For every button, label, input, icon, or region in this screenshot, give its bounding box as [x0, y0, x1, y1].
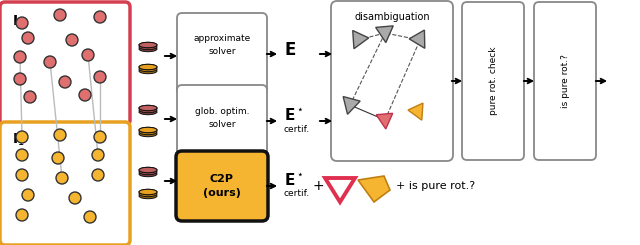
Text: $\mathbf{I}_1$: $\mathbf{I}_1$ — [12, 132, 24, 148]
Ellipse shape — [139, 129, 157, 135]
Circle shape — [24, 91, 36, 103]
Text: approximate
solver: approximate solver — [193, 34, 251, 56]
Ellipse shape — [139, 42, 157, 48]
FancyBboxPatch shape — [0, 2, 130, 125]
Ellipse shape — [139, 171, 157, 177]
Circle shape — [94, 71, 106, 83]
Polygon shape — [376, 113, 393, 129]
Circle shape — [44, 56, 56, 68]
Circle shape — [94, 131, 106, 143]
Text: certif.: certif. — [284, 124, 310, 134]
Ellipse shape — [139, 189, 157, 195]
Ellipse shape — [139, 189, 157, 195]
Ellipse shape — [139, 167, 157, 173]
Text: $\mathbf{E}^\star$: $\mathbf{E}^\star$ — [284, 172, 304, 188]
Ellipse shape — [139, 42, 157, 48]
Text: $\mathbf{E}$: $\mathbf{E}$ — [284, 41, 296, 59]
Polygon shape — [408, 103, 423, 120]
FancyBboxPatch shape — [176, 151, 268, 221]
Circle shape — [59, 76, 71, 88]
Circle shape — [69, 192, 81, 204]
Polygon shape — [376, 26, 393, 43]
Circle shape — [82, 49, 94, 61]
Circle shape — [16, 209, 28, 221]
Ellipse shape — [139, 191, 157, 197]
Circle shape — [92, 149, 104, 161]
FancyBboxPatch shape — [177, 13, 267, 95]
Circle shape — [56, 172, 68, 184]
Circle shape — [14, 73, 26, 85]
Circle shape — [22, 189, 34, 201]
Text: glob. optim.
solver: glob. optim. solver — [195, 107, 249, 129]
Ellipse shape — [139, 105, 157, 111]
Circle shape — [66, 34, 78, 46]
Ellipse shape — [139, 44, 157, 50]
Polygon shape — [343, 97, 360, 114]
Circle shape — [79, 89, 91, 101]
Text: certif.: certif. — [284, 189, 310, 198]
Text: +: + — [312, 179, 324, 193]
Ellipse shape — [139, 169, 157, 175]
Circle shape — [16, 149, 28, 161]
Circle shape — [52, 152, 64, 164]
Circle shape — [14, 51, 26, 63]
Ellipse shape — [139, 64, 157, 70]
Polygon shape — [358, 176, 390, 202]
Text: $\mathbf{E}^\star$: $\mathbf{E}^\star$ — [284, 107, 304, 123]
Circle shape — [54, 129, 66, 141]
Polygon shape — [409, 30, 425, 48]
Circle shape — [94, 11, 106, 23]
Ellipse shape — [139, 131, 157, 137]
Text: is pure rot.?: is pure rot.? — [561, 54, 570, 108]
Circle shape — [22, 32, 34, 44]
Ellipse shape — [139, 105, 157, 111]
Text: C2P
(ours): C2P (ours) — [203, 174, 241, 198]
Ellipse shape — [139, 66, 157, 72]
FancyBboxPatch shape — [331, 1, 453, 161]
Ellipse shape — [139, 109, 157, 115]
Text: + is pure rot.?: + is pure rot.? — [396, 181, 475, 191]
FancyBboxPatch shape — [534, 2, 596, 160]
Ellipse shape — [139, 167, 157, 173]
Ellipse shape — [139, 64, 157, 70]
Circle shape — [16, 131, 28, 143]
Circle shape — [16, 17, 28, 29]
Text: $\mathbf{I}_0$: $\mathbf{I}_0$ — [12, 14, 25, 30]
Ellipse shape — [139, 127, 157, 133]
Text: pure rot. check: pure rot. check — [488, 47, 497, 115]
Text: disambiguation: disambiguation — [354, 12, 430, 22]
Polygon shape — [353, 30, 369, 49]
Ellipse shape — [139, 107, 157, 113]
Circle shape — [16, 169, 28, 181]
FancyBboxPatch shape — [0, 122, 130, 245]
Ellipse shape — [139, 127, 157, 133]
Ellipse shape — [139, 68, 157, 74]
FancyBboxPatch shape — [177, 85, 267, 158]
FancyBboxPatch shape — [462, 2, 524, 160]
Ellipse shape — [139, 46, 157, 52]
Ellipse shape — [139, 193, 157, 199]
Circle shape — [92, 169, 104, 181]
Circle shape — [54, 9, 66, 21]
Circle shape — [84, 211, 96, 223]
